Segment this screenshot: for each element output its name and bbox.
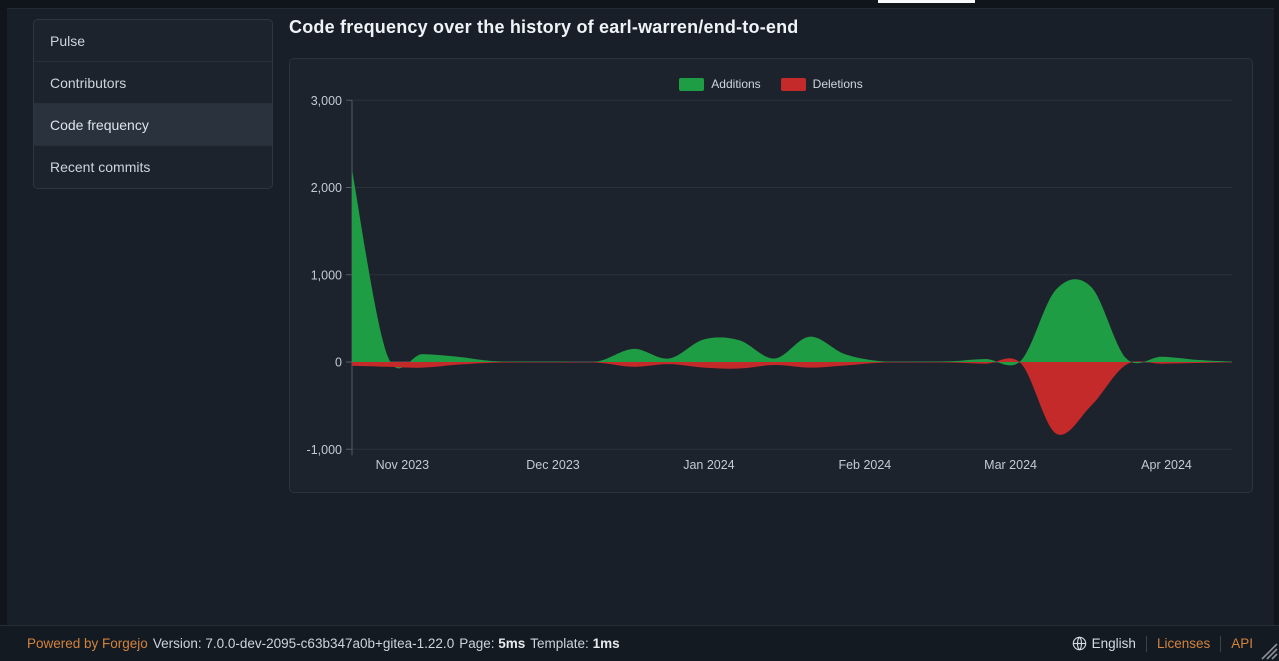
footer-divider (1220, 635, 1222, 652)
additions-legend-label: Additions (711, 77, 761, 91)
page-content: Pulse Contributors Code frequency Recent… (7, 8, 1274, 625)
deletions-legend-label: Deletions (812, 77, 863, 91)
y-tick-label: 3,000 (311, 94, 342, 108)
x-tick-label: Feb 2024 (838, 458, 891, 472)
code-frequency-chart-panel: Additions Deletions 3,000 2,000 1,000 0 -1,0… (289, 58, 1253, 493)
page-title: Code frequency over the history of earl-… (289, 17, 799, 37)
y-tick-label: -1,000 (307, 443, 342, 457)
insights-sidebar: Pulse Contributors Code frequency Recent… (33, 19, 273, 189)
y-tick-label: 0 (335, 356, 342, 370)
x-tick-label: Nov 2023 (376, 458, 430, 472)
language-label: English (1091, 636, 1136, 651)
sidebar-item-contributors[interactable]: Contributors (34, 62, 272, 104)
legend-item-deletions[interactable]: Deletions (780, 77, 863, 91)
sidebar-item-code-frequency[interactable]: Code frequency (34, 104, 272, 146)
legend-item-additions[interactable]: Additions (679, 77, 761, 91)
sidebar-item-pulse[interactable]: Pulse (34, 20, 272, 62)
footer-links: English Licenses API (1072, 635, 1253, 652)
footer-divider (1145, 635, 1147, 652)
sidebar-item-recent-commits[interactable]: Recent commits (50, 159, 151, 175)
x-tick-label: Jan 2024 (683, 458, 734, 472)
language-menu[interactable]: English (1072, 636, 1136, 651)
y-tick-label: 1,000 (311, 268, 342, 282)
active-tab-indicator (878, 0, 975, 3)
y-tick-label: 2,000 (311, 181, 342, 195)
x-tick-label: Mar 2024 (984, 458, 1037, 472)
additions-swatch-icon (679, 77, 705, 91)
powered-by-forgejo-link[interactable]: Powered by Forgejo (27, 636, 148, 651)
additions-area-series (352, 170, 1232, 369)
api-link[interactable]: API (1231, 636, 1253, 651)
deletions-swatch-icon (780, 77, 806, 91)
resize-grip[interactable] (1256, 638, 1278, 660)
x-tick-label: Apr 2024 (1141, 458, 1192, 472)
version-text: Version: 7.0.0-dev-2095-c63b347a0b+gitea… (152, 636, 455, 651)
x-tick-label: Dec 2023 (526, 458, 580, 472)
licenses-link[interactable]: Licenses (1156, 636, 1211, 651)
chart-canvas[interactable]: 3,000 2,000 1,000 0 -1,000 Nov 2023 Dec 2023 Ja… (290, 59, 1252, 492)
footer-meta: Powered by Forgejo Version: 7.0.0-dev-20… (27, 636, 620, 651)
page-render-time: Page: 5ms (459, 636, 526, 651)
chart-legend: Additions Deletions (290, 77, 1252, 91)
footer: Powered by Forgejo Version: 7.0.0-dev-20… (0, 625, 1279, 661)
template-render-time: Template: 1ms (530, 636, 620, 651)
deletions-area-series (352, 358, 1232, 435)
globe-icon (1072, 636, 1086, 651)
